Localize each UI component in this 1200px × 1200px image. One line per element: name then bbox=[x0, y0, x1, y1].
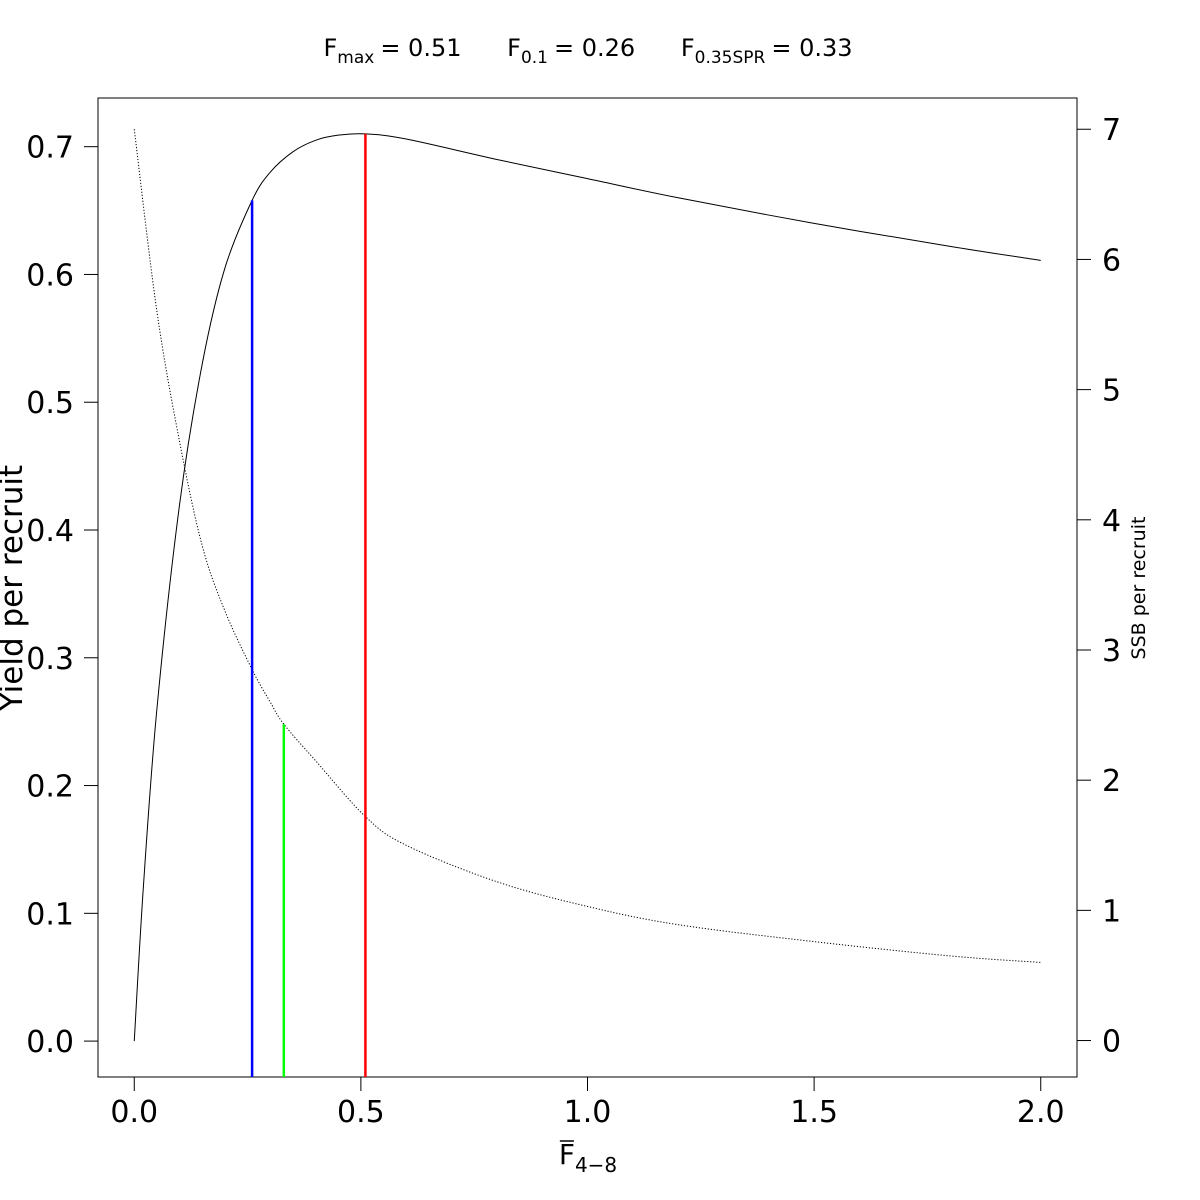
y-right-tick-label: 7 bbox=[1102, 113, 1121, 148]
x-tick-label: 1.5 bbox=[790, 1095, 838, 1130]
f01-value: = 0.26 bbox=[554, 34, 635, 62]
y-left-tick-label: 0.6 bbox=[26, 258, 74, 293]
yield-per-recruit-line bbox=[133, 133, 1041, 1042]
y-right-tick-label: 5 bbox=[1102, 374, 1121, 409]
y-right-tick-label: 3 bbox=[1102, 634, 1121, 669]
x-axis-label-sub: 4−8 bbox=[575, 1153, 617, 1177]
y-right-tick-label: 6 bbox=[1102, 243, 1121, 278]
x-axis-label-base: F bbox=[559, 1138, 575, 1171]
reference-lines bbox=[250, 133, 367, 1077]
y-right-tick-label: 0 bbox=[1102, 1025, 1121, 1060]
fmax-sub: max bbox=[337, 48, 374, 68]
y-left-tick-label: 0.1 bbox=[26, 897, 74, 932]
x-tick-label: 1.0 bbox=[564, 1095, 612, 1130]
fspr-sub: 0.35SPR bbox=[695, 48, 766, 68]
fmax-base: F bbox=[323, 34, 337, 62]
y-axis-left: 0.0 0.1 0.2 0.3 0.4 0.5 0.6 0.7 bbox=[26, 131, 98, 1060]
y-axis-left-label: Yield per recruit bbox=[0, 465, 30, 712]
x-axis-label: F4−8 bbox=[559, 1138, 617, 1177]
plot-frame bbox=[97, 97, 1078, 1078]
y-axis-right-label: SSB per recruit bbox=[1128, 517, 1150, 660]
fspr-value: = 0.33 bbox=[771, 34, 852, 62]
f01-base: F bbox=[507, 34, 521, 62]
y-right-tick-label: 4 bbox=[1102, 504, 1121, 539]
ssb-per-recruit-line bbox=[133, 129, 1041, 963]
y-left-tick-label: 0.2 bbox=[26, 770, 74, 805]
y-left-tick-label: 0.0 bbox=[26, 1025, 74, 1060]
y-left-tick-label: 0.7 bbox=[26, 131, 74, 166]
fmax-value: = 0.51 bbox=[380, 34, 461, 62]
x-tick-label: 0.0 bbox=[110, 1095, 158, 1130]
y-axis-right: 0 1 2 3 4 5 6 7 bbox=[1077, 113, 1121, 1060]
y-right-tick-label: 2 bbox=[1102, 764, 1121, 799]
x-tick-label: 0.5 bbox=[337, 1095, 385, 1130]
x-axis: 0.0 0.5 1.0 1.5 2.0 bbox=[110, 1076, 1065, 1130]
y-left-tick-label: 0.4 bbox=[26, 514, 74, 549]
y-right-tick-label: 1 bbox=[1102, 894, 1121, 929]
f01-sub: 0.1 bbox=[521, 48, 548, 68]
chart-title: Fmax = 0.51 F0.1 = 0.26 F0.35SPR = 0.33 bbox=[323, 34, 852, 68]
y-left-tick-label: 0.5 bbox=[26, 386, 74, 421]
fspr-base: F bbox=[681, 34, 695, 62]
series-layer bbox=[133, 129, 1041, 1042]
x-tick-label: 2.0 bbox=[1017, 1095, 1065, 1130]
y-left-tick-label: 0.3 bbox=[26, 642, 74, 677]
